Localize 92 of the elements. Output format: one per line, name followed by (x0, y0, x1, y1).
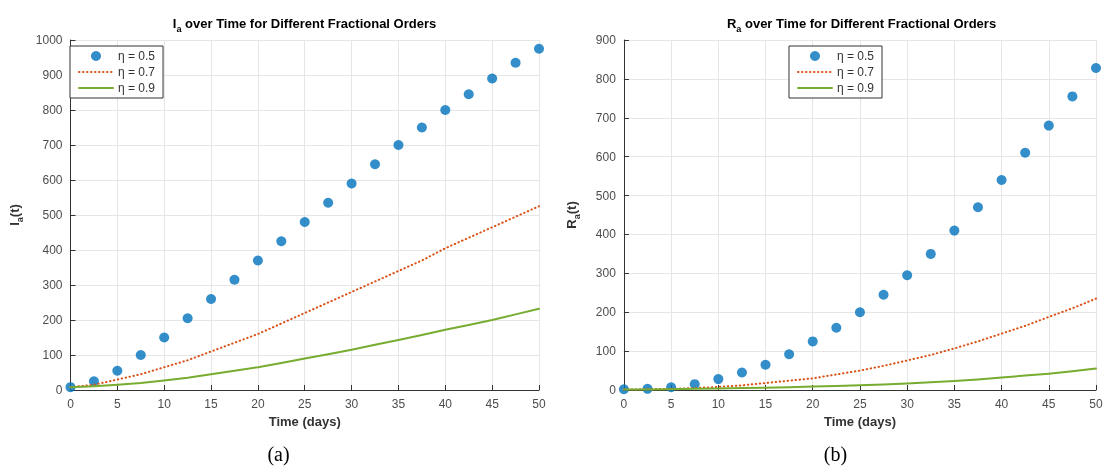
point (252, 255, 263, 266)
y-tick-label: 700 (595, 110, 617, 125)
point (878, 289, 889, 300)
point (135, 350, 146, 360)
point (299, 217, 310, 227)
point (534, 43, 544, 54)
y-tick-label: 600 (42, 173, 63, 187)
y-tick-label: 0 (55, 383, 63, 397)
legend-label: η = 0.7 (836, 65, 875, 79)
x-tick-label: 5 (667, 397, 675, 411)
point (925, 248, 936, 259)
point (229, 274, 240, 285)
point (393, 140, 404, 150)
text: (b) (823, 443, 848, 466)
legend-label: η = 0.5 (118, 49, 156, 63)
point (854, 307, 865, 318)
y-tick-label: 200 (595, 305, 617, 320)
x-tick-label: 25 (853, 397, 867, 411)
y-tick-label: 100 (42, 348, 63, 362)
x-tick-label: 20 (806, 397, 820, 411)
y-tick-label: 1000 (35, 33, 63, 47)
x-tick-label: 30 (344, 397, 359, 411)
y-tick-label: 300 (595, 266, 617, 281)
x-tick-label: 35 (391, 397, 406, 411)
y-axis-title: Ia(t) (7, 204, 26, 226)
x-tick-label: 45 (1042, 397, 1056, 411)
x-tick-label: 10 (157, 397, 172, 411)
x-tick-label: 30 (900, 397, 915, 411)
point (736, 367, 747, 378)
point (784, 349, 795, 360)
point (1020, 147, 1031, 158)
point (807, 336, 818, 347)
y-tick-label: 600 (595, 149, 617, 164)
y-tick-label: 0 (609, 383, 617, 397)
point (487, 73, 498, 84)
point (416, 122, 427, 133)
point (831, 322, 842, 333)
x-tick-label: 20 (251, 397, 265, 411)
y-tick-label: 100 (595, 344, 617, 359)
point (112, 365, 123, 376)
point (370, 159, 381, 170)
point (440, 105, 451, 115)
legend-label: η = 0.5 (836, 49, 875, 63)
legend-label: η = 0.7 (118, 65, 156, 79)
x-tick-label: 50 (532, 397, 546, 411)
point (463, 89, 474, 100)
y-tick-label: 200 (42, 313, 63, 327)
y-tick-label: 900 (595, 33, 617, 47)
x-axis-title: Time (days) (268, 413, 341, 429)
y-tick-label: 800 (595, 71, 617, 86)
point (1091, 63, 1101, 73)
x-tick-label: 15 (758, 397, 773, 411)
y-tick-label: 300 (42, 278, 63, 292)
x-tick-label: 40 (438, 397, 453, 411)
legend-label: η = 0.9 (118, 81, 156, 95)
y-tick-label: 700 (42, 138, 63, 152)
x-axis-title: Time (days) (823, 413, 896, 429)
point (182, 313, 193, 324)
point (346, 178, 357, 189)
point (1043, 120, 1054, 131)
x-tick-label: 10 (711, 397, 726, 411)
x-tick-label: 35 (947, 397, 962, 411)
y-tick-label: 500 (595, 188, 617, 203)
point (713, 374, 724, 385)
y-axis-title: Ra(t) (564, 201, 583, 229)
point (510, 57, 521, 68)
x-tick-label: 0 (67, 397, 75, 411)
y-tick-label: 500 (42, 208, 63, 222)
legend-label: η = 0.9 (836, 81, 875, 95)
y-tick-label: 400 (595, 227, 617, 242)
y-tick-label: 900 (42, 68, 63, 82)
point (760, 359, 771, 370)
x-tick-label: 15 (204, 397, 219, 411)
y-tick-label: 800 (42, 103, 63, 117)
y-tick-label: 400 (42, 243, 63, 257)
x-tick-label: 50 (1089, 397, 1103, 411)
point (206, 294, 217, 304)
x-tick-label: 45 (485, 397, 500, 411)
point (949, 225, 960, 236)
point (972, 202, 983, 213)
x-tick-label: 5 (114, 397, 121, 411)
point (1067, 91, 1078, 102)
x-tick-label: 25 (298, 397, 312, 411)
x-tick-label: 0 (620, 397, 628, 411)
point (323, 197, 334, 208)
point (902, 270, 913, 281)
text: (a) (267, 443, 290, 466)
point (996, 175, 1007, 185)
x-tick-label: 40 (994, 397, 1009, 411)
point (159, 332, 170, 343)
point (689, 379, 700, 390)
point (276, 236, 287, 247)
